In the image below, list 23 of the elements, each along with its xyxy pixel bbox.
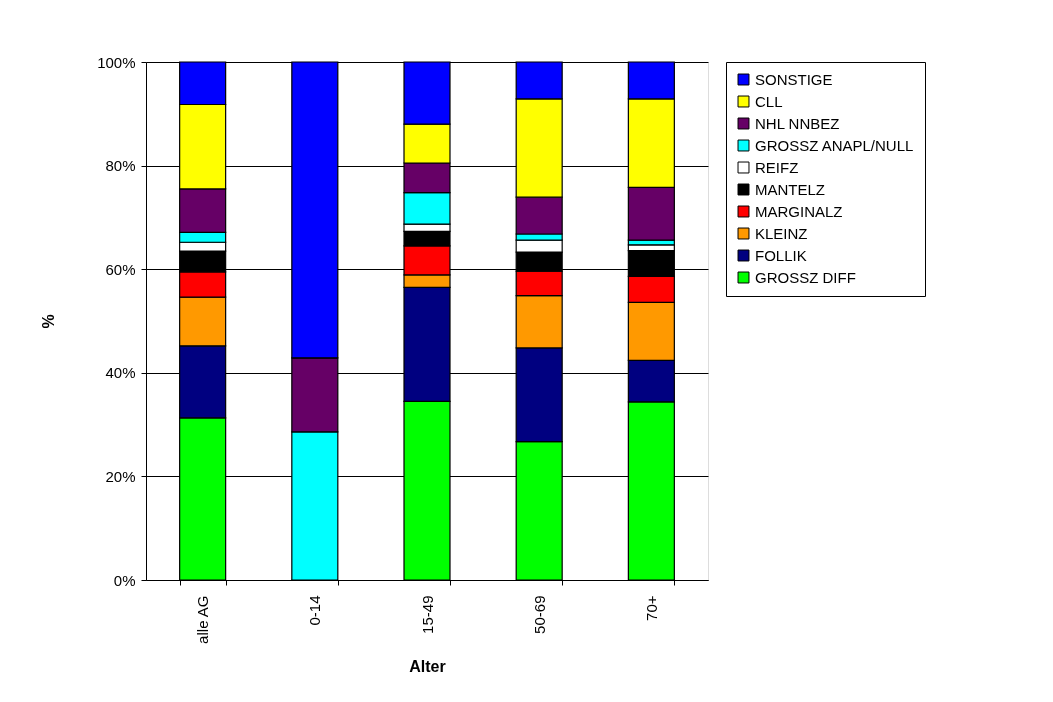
y-axis-title: % (40, 314, 58, 329)
legend-label: KLEINZ (755, 224, 808, 242)
legend-label: REIFZ (755, 158, 799, 176)
x-axis-title: Alter (409, 657, 446, 675)
x-tick-label: 0-14 (306, 595, 324, 626)
legend-label: CLL (755, 92, 783, 110)
legend-label: NHL NNBEZ (755, 114, 840, 132)
legend-label: MANTELZ (755, 180, 826, 198)
legend-label: GROSSZ ANAPL/NULL (755, 136, 914, 154)
x-tick-label: 50-69 (530, 595, 548, 634)
x-tick-label: 15-49 (418, 595, 436, 634)
legend-label: SONSTIGE (755, 70, 833, 88)
legend-label: MARGINALZ (755, 202, 843, 220)
y-tick-label: 20% (105, 467, 136, 485)
x-tick-label: 70+ (642, 595, 660, 621)
y-tick-label: 0% (113, 571, 136, 589)
y-tick-label: 40% (105, 364, 136, 382)
y-tick-label: 80% (105, 157, 136, 175)
legend-label: GROSSZ DIFF (755, 268, 856, 286)
y-tick-label: 100% (97, 53, 136, 71)
y-tick-label: 60% (105, 260, 136, 278)
x-tick-label: alle AG (194, 595, 212, 644)
legend-label: FOLLIK (755, 246, 807, 264)
